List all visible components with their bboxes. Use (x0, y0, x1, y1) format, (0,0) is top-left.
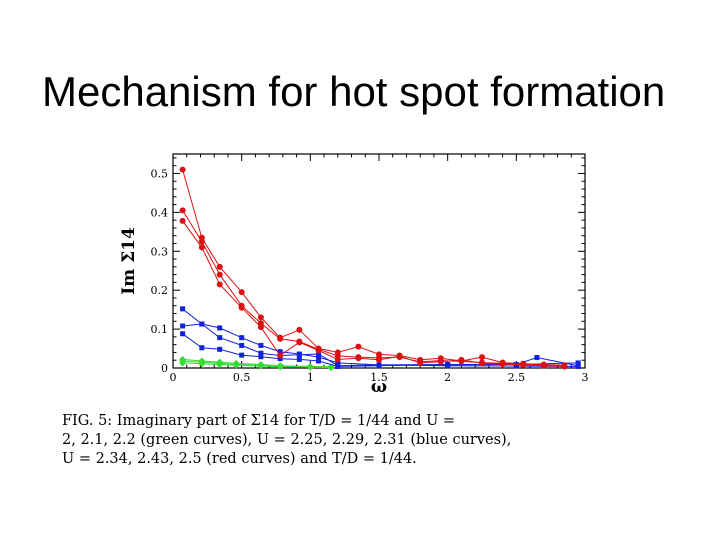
blue-data-point (296, 352, 302, 358)
red-data-point (238, 304, 245, 311)
red-data-point (198, 238, 205, 245)
y-tick-label: 0 (161, 362, 168, 375)
blue-data-point (239, 335, 245, 341)
blue-data-point (180, 323, 186, 329)
y-tick-label: 0.1 (151, 323, 169, 336)
red-data-point (376, 356, 382, 363)
blue-data-point (258, 342, 264, 348)
blue-data-point (199, 321, 205, 327)
blue-data-point (335, 360, 341, 366)
y-axis-label: Im Σ14 (119, 227, 139, 295)
blue-data-point (258, 350, 264, 356)
blue-data-point (277, 349, 283, 355)
red-series-line (182, 220, 565, 367)
green-data-point (198, 360, 206, 368)
red-data-point (396, 353, 403, 360)
red-data-point (355, 355, 362, 362)
blue-data-point (258, 354, 264, 360)
caption-line: U = 2.34, 2.43, 2.5 (red curves) and T/D… (62, 451, 417, 467)
red-series-line (182, 169, 565, 366)
blue-data-point (534, 354, 540, 360)
red-data-point (458, 356, 465, 363)
blue-data-point (199, 345, 205, 351)
x-tick-label: 0 (170, 371, 177, 384)
red-data-point (257, 324, 264, 331)
green-data-point (276, 363, 284, 371)
red-data-point (277, 335, 284, 342)
caption-line: FIG. 5: Imaginary part of Σ14 for T/D = … (62, 413, 456, 429)
x-axis-label: ω (371, 377, 387, 397)
caption-line: 2, 2.1, 2.2 (green curves), U = 2.25, 2.… (62, 432, 512, 448)
y-tick-label: 0.5 (151, 167, 169, 180)
red-data-point (561, 363, 568, 370)
plot-frame (172, 153, 586, 369)
x-tick-label: 2.5 (508, 371, 526, 384)
blue-data-point (180, 306, 186, 312)
x-tick-label: 0.5 (233, 371, 251, 384)
figure-caption: FIG. 5: Imaginary part of Σ14 for T/D = … (62, 412, 654, 469)
chart: 0 0.5 1 1.5 2 2.5 3 0 0.1 0.2 0.3 0.4 0.5 ω Im Σ14 (119, 153, 589, 397)
axis-ticks (172, 154, 586, 369)
blue-data-point (316, 354, 322, 360)
red-data-point (179, 217, 186, 224)
blue-data-point (296, 356, 302, 362)
blue-data-point (445, 362, 451, 368)
green-data-point (232, 361, 240, 369)
x-tick-label: 1 (307, 371, 314, 384)
green-data-point (179, 359, 187, 367)
red-data-point (277, 352, 284, 359)
green-data-point (306, 363, 314, 371)
red-data-point (437, 358, 444, 365)
blue-data-point (376, 363, 382, 369)
y-tick-labels: 0 0.1 0.2 0.3 0.4 0.5 (151, 167, 169, 375)
blue-data-point (217, 346, 223, 352)
x-tick-labels: 0 0.5 1 1.5 2 2.5 3 (170, 371, 589, 384)
red-data-point (179, 166, 186, 173)
blue-data-point (316, 358, 322, 364)
red-data-point (296, 326, 303, 333)
x-tick-label: 2 (444, 371, 451, 384)
blue-data-point (335, 363, 341, 369)
red-data-point (179, 207, 186, 214)
red-data-point (355, 343, 362, 350)
series-layer (179, 166, 581, 372)
red-data-point (315, 347, 322, 354)
blue-data-point (316, 351, 322, 357)
red-data-point (257, 314, 264, 321)
red-data-point (334, 356, 341, 363)
blue-data-point (575, 360, 581, 366)
red-data-point (296, 339, 303, 346)
red-data-point (238, 289, 245, 296)
red-data-point (479, 360, 485, 367)
blue-data-point (180, 331, 186, 337)
blue-data-point (277, 356, 283, 362)
green-data-point (327, 364, 335, 372)
red-data-point (417, 359, 424, 366)
red-data-point (216, 263, 223, 270)
red-data-point (499, 361, 506, 368)
y-tick-label: 0.2 (151, 284, 169, 297)
green-data-point (257, 362, 265, 370)
y-tick-label: 0.4 (151, 206, 169, 219)
red-data-point (198, 244, 205, 251)
blue-data-point (575, 363, 581, 369)
red-series-line (182, 210, 565, 367)
y-tick-label: 0.3 (151, 245, 169, 258)
red-data-point (216, 281, 223, 288)
red-data-point (540, 362, 547, 369)
red-data-point (479, 354, 485, 361)
blue-data-point (239, 342, 245, 348)
x-tick-label: 1.5 (370, 371, 388, 384)
green-data-point (216, 360, 224, 368)
blue-data-point (217, 325, 223, 331)
red-data-point (520, 361, 527, 368)
x-tick-label: 3 (582, 371, 589, 384)
blue-data-point (217, 335, 223, 341)
red-data-point (216, 271, 223, 278)
slide-title: Mechanism for hot spot formation (42, 68, 666, 115)
blue-data-point (239, 352, 245, 358)
